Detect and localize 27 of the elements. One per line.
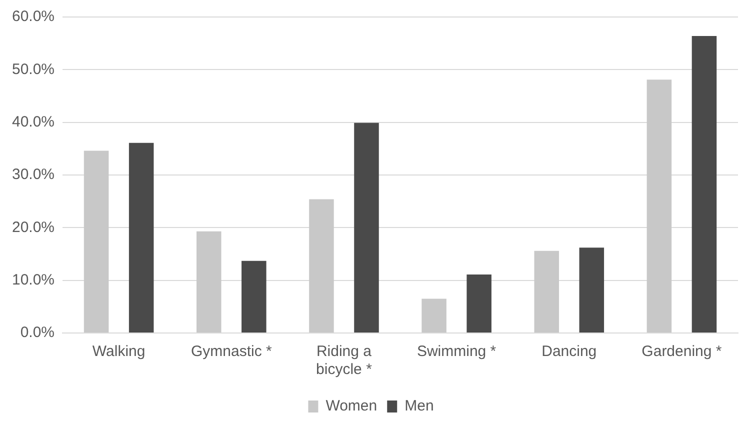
x-tick-label: Swimming * [416,343,496,360]
bar [354,122,379,332]
bar [692,36,717,332]
y-tick-label: 0.0% [20,324,55,342]
bar [84,150,109,332]
legend-label: Men [404,398,434,415]
bar [534,250,559,332]
bar [646,80,672,332]
y-tick-label: 10.0% [12,271,55,288]
x-tick-label: Gardening * [642,343,722,360]
bar [579,248,604,332]
y-tick-label: 50.0% [12,60,55,78]
x-tick-label: Riding a bicycle * [316,343,372,378]
legend-label: Women [326,398,378,415]
bar [128,142,154,332]
x-tick-label: Dancing [542,343,597,360]
y-tick-label: 60.0% [12,8,55,26]
y-tick-label: 40.0% [12,113,55,130]
x-tick-label: Gymnastic * [190,343,272,360]
bar [242,260,266,332]
x-tick-label: Walking [92,343,146,360]
y-tick-label: 20.0% [12,218,55,236]
bar [309,199,334,332]
bar [196,231,222,332]
bar [466,274,492,332]
bar [422,298,446,332]
y-tick-label: 30.0% [12,166,55,184]
